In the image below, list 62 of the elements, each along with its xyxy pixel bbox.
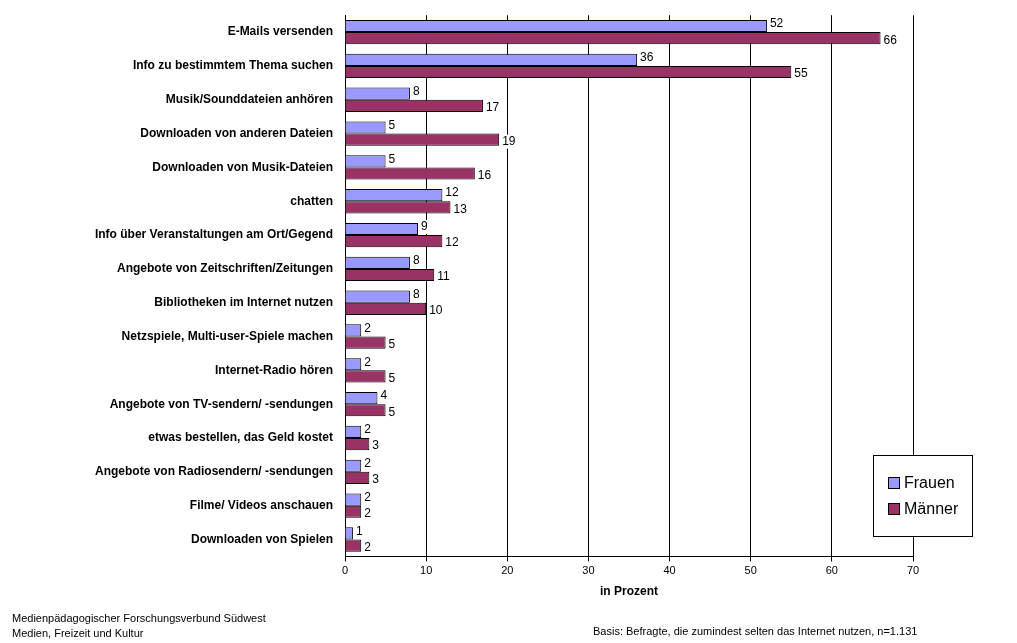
y-tick-label: Filme/ Videos anschauen [189, 497, 333, 512]
x-axis-title: in Prozent [599, 584, 659, 599]
data-label: 12 [445, 235, 460, 250]
x-tick-label: 70 [906, 564, 920, 577]
data-label: 11 [437, 269, 451, 284]
data-label: 36 [640, 50, 654, 65]
data-label: 2 [364, 506, 372, 521]
data-label: 1 [356, 523, 364, 538]
data-label: 52 [769, 16, 784, 31]
data-label: 5 [388, 151, 396, 166]
y-tick-label: Angebote von TV-sendern/ -sendungen [109, 396, 333, 411]
x-tick-label: 60 [825, 564, 838, 577]
y-tick-label: Bibliotheken im Internet nutzen [154, 295, 333, 310]
x-tick-label: 30 [582, 564, 595, 577]
data-label: 16 [477, 167, 492, 182]
y-tick-label: Info zu bestimmtem Thema suchen [132, 58, 333, 73]
y-tick-label: chatten [290, 193, 333, 208]
y-tick-label: Angebote von Radiosendern/ -sendungen [94, 464, 333, 479]
data-label: 55 [794, 66, 808, 81]
y-tick-label: Internet-Radio hören [214, 362, 333, 377]
data-label: 3 [372, 438, 380, 453]
y-tick-label: Angebote von Zeitschriften/Zeitungen [116, 261, 333, 276]
data-label: 2 [364, 489, 372, 504]
data-label: 10 [429, 303, 443, 318]
data-label: 19 [502, 133, 516, 148]
data-label: 3 [372, 472, 380, 487]
x-tick-label: 0 [341, 564, 349, 577]
data-label: 5 [388, 370, 396, 385]
data-label: 66 [883, 32, 898, 47]
legend-label: Männer [904, 500, 959, 518]
data-label: 2 [364, 456, 372, 471]
data-label: 4 [380, 388, 388, 403]
data-label: 2 [364, 320, 372, 335]
data-label: 5 [388, 117, 396, 132]
legend-label: Frauen [904, 474, 955, 492]
data-label: 5 [388, 404, 396, 419]
data-label: 2 [364, 539, 372, 554]
y-tick-label: Downloaden von Musik-Dateien [152, 159, 333, 174]
x-tick-label: 40 [663, 564, 676, 577]
data-label: 2 [364, 354, 372, 369]
x-tick-label: 50 [744, 564, 757, 577]
text: Medienpädagogischer Forschungsverbund Südwest [12, 612, 266, 624]
data-label: 5 [388, 336, 396, 351]
data-label: 2 [364, 422, 372, 437]
data-label: 13 [453, 201, 468, 216]
data-label: 17 [485, 100, 500, 115]
x-tick-label: 20 [501, 564, 514, 577]
y-tick-label: Downloaden von Spielen [190, 531, 333, 546]
y-tick-label: Downloaden von anderen Dateien [140, 125, 333, 140]
y-tick-label: etwas bestellen, das Geld kostet [148, 430, 333, 445]
y-tick-label: Info über Veranstaltungen am Ort/Gegend [94, 227, 333, 242]
data-label: 12 [445, 185, 460, 200]
y-tick-label: E-Mails versenden [227, 24, 333, 39]
y-tick-label: Netzspiele, Multi-user-Spiele machen [121, 328, 333, 343]
data-label: 9 [421, 219, 429, 234]
data-label: 8 [412, 83, 420, 98]
y-tick-label: Musik/Sounddateien anhören [165, 92, 333, 107]
text: Basis: Befragte, die zumindest selten das Internet nutzen, n=1.131 [593, 625, 918, 637]
data-label: 8 [412, 253, 420, 268]
x-tick-label: 10 [420, 564, 433, 577]
data-label: 8 [412, 286, 420, 301]
text: Medien, Freizeit und Kultur [12, 627, 144, 639]
